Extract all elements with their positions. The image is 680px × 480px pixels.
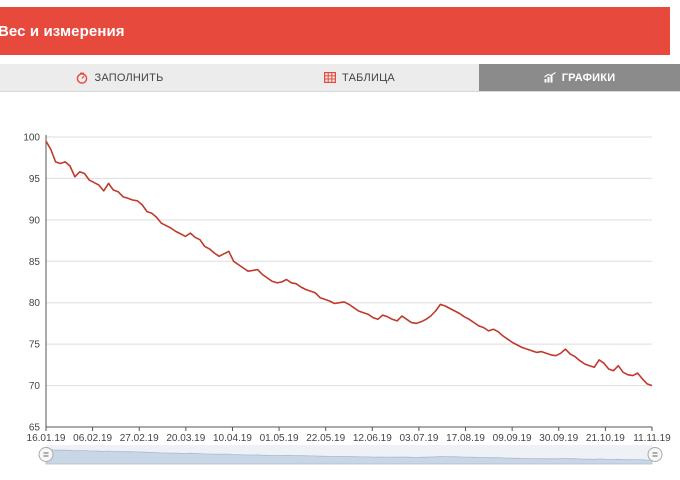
x-tick-label: 16.01.19 [27, 433, 66, 444]
table-icon [324, 72, 337, 83]
tab-table-label: ТАБЛИЦА [342, 71, 395, 84]
tab-fill[interactable]: ЗАПОЛНИТЬ [0, 64, 240, 91]
x-tick-label: 01.05.19 [260, 433, 299, 444]
weight-chart-svg: 65 70 75 80 85 90 95 100 16.01.19 06.02.19 27.02.1… [23, 133, 671, 465]
x-tick-label: 17.08.19 [446, 433, 485, 444]
x-tick-label: 27.02.19 [120, 433, 159, 444]
tab-bar: ЗАПОЛНИТЬ ТАБЛИЦА ГРАФИКИ [0, 64, 680, 92]
x-tick-label: 10.04.19 [213, 433, 252, 444]
x-tick-label: 20.03.19 [166, 433, 205, 444]
y-tick-label: 80 [29, 298, 41, 309]
x-tick-label: 11.11.19 [633, 433, 671, 444]
tab-table[interactable]: ТАБЛИЦА [240, 64, 479, 91]
tab-charts-label: ГРАФИКИ [561, 71, 616, 84]
x-tick-label: 22.05.19 [306, 433, 345, 444]
x-tick-label: 30.09.19 [539, 433, 578, 444]
y-tick-label: 85 [29, 257, 41, 268]
y-tick-label: 100 [23, 133, 40, 144]
x-tick-label: 09.09.19 [493, 433, 532, 444]
weight-chart: 65 70 75 80 85 90 95 100 16.01.19 06.02.19 27.02.1… [0, 120, 680, 480]
navigator-area [45, 448, 653, 465]
y-tick-label: 75 [29, 340, 41, 351]
y-tick-label: 65 [29, 423, 41, 434]
navigator-left-handle[interactable] [38, 447, 54, 462]
navigator-right-handle[interactable] [647, 447, 663, 462]
x-tick-label: 12.06.19 [353, 433, 392, 444]
tab-fill-label: ЗАПОЛНИТЬ [94, 71, 164, 84]
y-tick-label: 95 [29, 174, 41, 185]
page-header: Вес и измерения [0, 7, 680, 55]
weight-series-line [45, 140, 653, 387]
chart-icon [543, 72, 556, 83]
y-tick-label: 90 [29, 215, 41, 226]
x-tick-label: 06.02.19 [73, 433, 112, 444]
y-tick-label: 70 [29, 381, 41, 392]
scale-icon [76, 72, 88, 84]
tab-charts[interactable]: ГРАФИКИ [479, 64, 680, 91]
x-tick-label: 03.07.19 [399, 433, 438, 444]
x-tick-label: 21.10.19 [586, 433, 625, 444]
page-title: Вес и измерения [0, 22, 125, 40]
